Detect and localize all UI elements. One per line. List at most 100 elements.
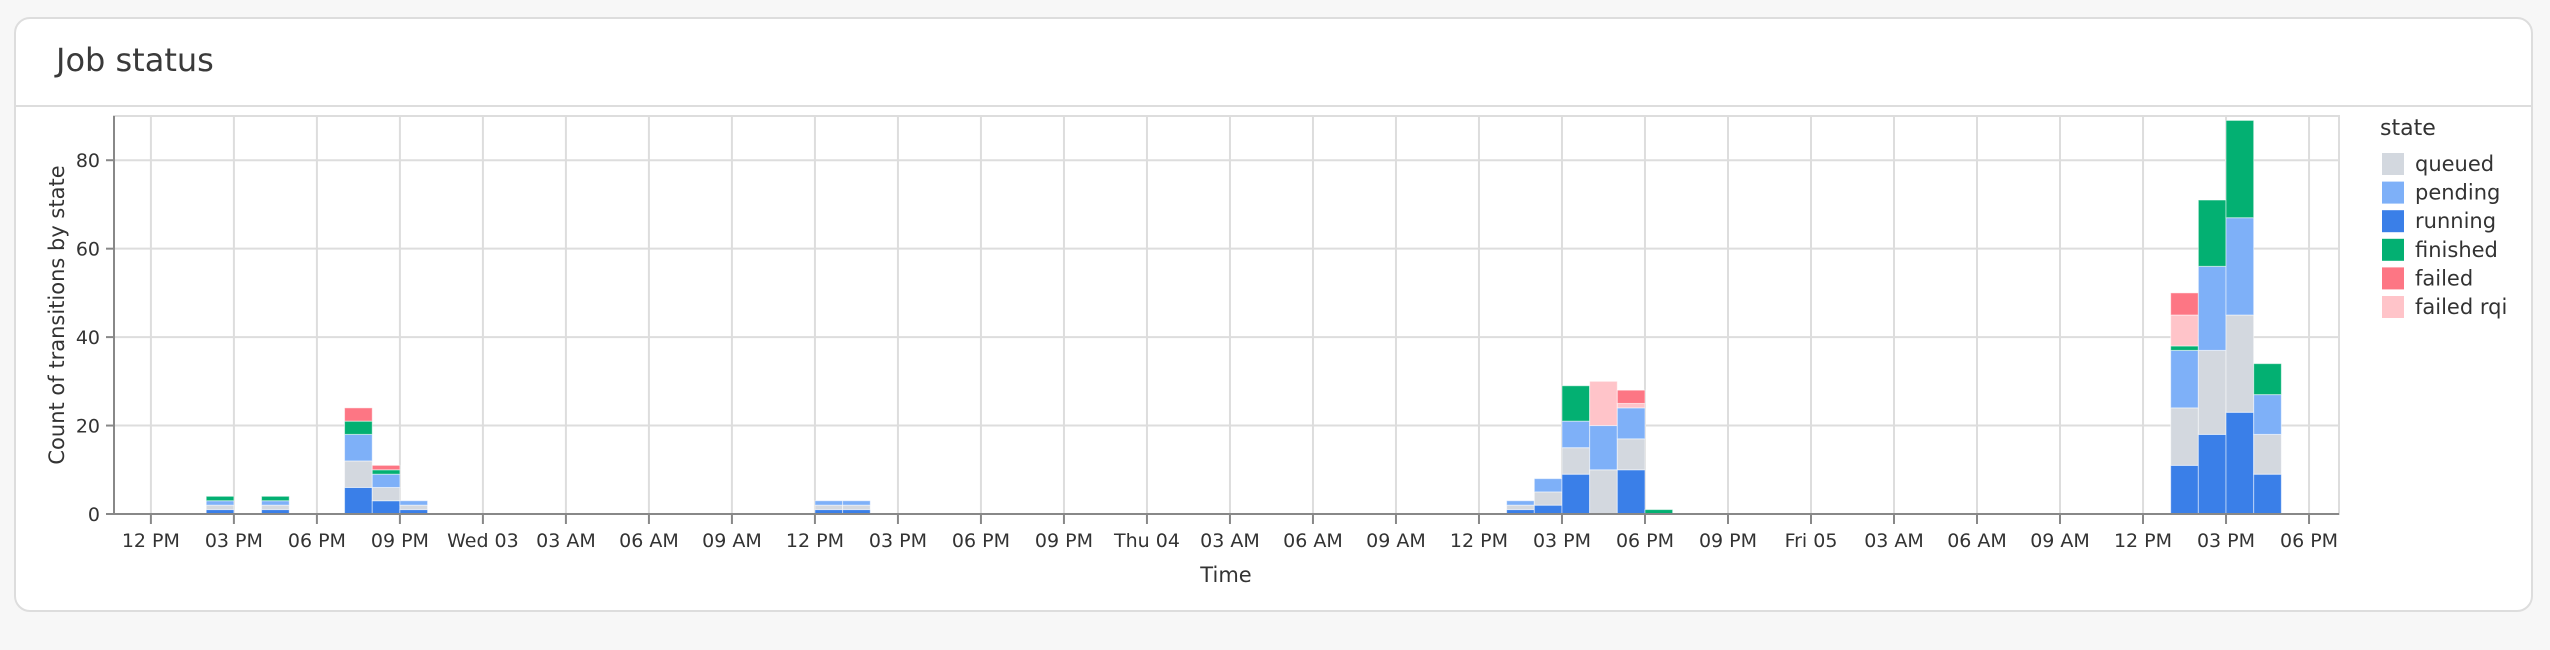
x-tick-label: 06 AM bbox=[619, 530, 679, 552]
bar-segment-failed-rqi bbox=[1589, 380, 1618, 427]
legend[interactable]: state queued pending running finished failed… bbox=[2380, 116, 2507, 319]
bar-segment-running bbox=[2197, 433, 2227, 515]
bar-segment-pending bbox=[399, 500, 429, 506]
legend-swatch-running bbox=[2382, 210, 2404, 233]
bar-segment-queued bbox=[1533, 491, 1563, 506]
x-tick-label: 09 PM bbox=[1035, 530, 1093, 552]
legend-label: failed bbox=[2415, 266, 2473, 290]
x-tick-label: 03 PM bbox=[205, 530, 263, 552]
bar-segment-finished bbox=[371, 469, 401, 475]
bar-segment-finished bbox=[344, 420, 373, 435]
card-title: Job status bbox=[56, 41, 214, 79]
bar-segment-finished bbox=[2197, 199, 2227, 267]
bar-segment-finished bbox=[2253, 363, 2282, 396]
bar-segment-queued bbox=[2197, 349, 2227, 435]
bar-segment-failed bbox=[344, 407, 373, 422]
x-tick-label: 12 PM bbox=[786, 530, 844, 552]
x-tick-label: Wed 03 bbox=[447, 530, 519, 552]
bar-segment-pending bbox=[1589, 425, 1618, 471]
bar-segment-pending bbox=[261, 500, 290, 506]
bar-segment-queued bbox=[205, 504, 235, 511]
bar-segment-running bbox=[2170, 464, 2199, 515]
bar-segment-running bbox=[1616, 469, 1646, 515]
y-tick-label: 20 bbox=[76, 416, 100, 438]
bar-segment-failed bbox=[371, 464, 401, 471]
legend-swatch-pending bbox=[2382, 181, 2404, 204]
bar-segment-running bbox=[2253, 473, 2282, 515]
bar-segment-failed-rqi bbox=[1616, 402, 1646, 409]
axes: 0 20 40 60 80 12 PM 03 PM 06 PM 09 PM Wed 03 03 AM… bbox=[76, 116, 2339, 552]
bar-segment-queued bbox=[1561, 447, 1591, 475]
bar-segment-queued bbox=[344, 460, 373, 488]
x-tick-label: 03 PM bbox=[1533, 530, 1591, 552]
bars bbox=[205, 119, 2282, 515]
bar-segment-pending bbox=[1616, 407, 1646, 440]
bar-segment-pending bbox=[2170, 349, 2199, 409]
legend-label: queued bbox=[2415, 152, 2494, 176]
bar-segment-pending bbox=[2197, 265, 2227, 351]
bar-segment-running bbox=[2225, 411, 2255, 515]
bar-segment-finished bbox=[205, 495, 235, 502]
bar-segment-finished bbox=[1561, 385, 1591, 422]
bar-segment-queued bbox=[842, 504, 871, 511]
bar-segment-pending bbox=[814, 500, 844, 506]
grid bbox=[113, 115, 2340, 515]
x-tick-label: 09 AM bbox=[1366, 530, 1426, 552]
y-tick-label: 80 bbox=[76, 150, 100, 172]
y-tick-label: 60 bbox=[76, 239, 100, 261]
x-tick-label: 03 AM bbox=[536, 530, 596, 552]
bar-segment-running bbox=[1561, 473, 1591, 515]
bar-segment-queued bbox=[2170, 407, 2199, 466]
legend-label: running bbox=[2415, 209, 2496, 233]
x-tick-label: 03 AM bbox=[1864, 530, 1924, 552]
legend-swatch-failed-rqi bbox=[2382, 296, 2404, 318]
bar-segment-failed bbox=[2170, 292, 2199, 316]
bar-segment-running bbox=[1533, 504, 1563, 515]
legend-title: state bbox=[2380, 116, 2436, 141]
bar-segment-running bbox=[371, 500, 401, 515]
bar-segment-queued bbox=[1589, 469, 1618, 515]
x-tick-label: 12 PM bbox=[1450, 530, 1508, 552]
x-tick-label: 09 PM bbox=[1699, 530, 1757, 552]
x-tick-label: 06 PM bbox=[952, 530, 1010, 552]
bar-segment-pending bbox=[2225, 217, 2255, 316]
bar-segment-queued bbox=[1616, 438, 1646, 471]
legend-swatch-queued bbox=[2382, 153, 2404, 175]
bar-segment-pending bbox=[1561, 420, 1591, 449]
x-tick-label: 06 PM bbox=[2280, 530, 2338, 552]
x-tick-label: 09 AM bbox=[2030, 530, 2090, 552]
legend-label: finished bbox=[2415, 238, 2498, 262]
bar-segment-pending bbox=[371, 473, 401, 488]
legend-label: failed rqi bbox=[2415, 295, 2507, 319]
x-tick-label: 06 AM bbox=[1283, 530, 1343, 552]
bar-segment-queued bbox=[814, 504, 844, 511]
bar-segment-pending bbox=[344, 433, 373, 462]
bar-segment-finished bbox=[2170, 345, 2199, 351]
x-tick-label: 03 PM bbox=[869, 530, 927, 552]
bar-segment-pending bbox=[1506, 500, 1535, 506]
card-header: Job status bbox=[16, 19, 2531, 107]
x-tick-label: 12 PM bbox=[122, 530, 180, 552]
plot-frame bbox=[113, 115, 2340, 515]
bar-segment-pending bbox=[1533, 478, 1563, 493]
bar-segment-queued bbox=[2225, 314, 2255, 413]
bar-segment-failed-rqi bbox=[2170, 314, 2199, 347]
x-tick-label: 03 PM bbox=[2197, 530, 2255, 552]
bar-segment-queued bbox=[2253, 433, 2282, 475]
x-tick-label: 09 PM bbox=[371, 530, 429, 552]
bar-segment-queued bbox=[371, 486, 401, 502]
y-axis-title: Count of transitions by state bbox=[45, 165, 69, 464]
legend-swatch-finished bbox=[2382, 238, 2404, 261]
x-tick-label: 09 AM bbox=[702, 530, 762, 552]
x-tick-label: 06 PM bbox=[1616, 530, 1674, 552]
x-tick-label: Thu 04 bbox=[1113, 530, 1180, 552]
bar-segment-pending bbox=[842, 500, 871, 506]
bar-segment-pending bbox=[2253, 394, 2282, 435]
bar-segment-running bbox=[344, 486, 373, 515]
x-tick-label: 12 PM bbox=[2114, 530, 2172, 552]
x-tick-label: 06 PM bbox=[288, 530, 346, 552]
bar-segment-queued bbox=[261, 504, 290, 511]
bar-segment-queued bbox=[1506, 504, 1535, 511]
bar-segment-pending bbox=[205, 500, 235, 506]
